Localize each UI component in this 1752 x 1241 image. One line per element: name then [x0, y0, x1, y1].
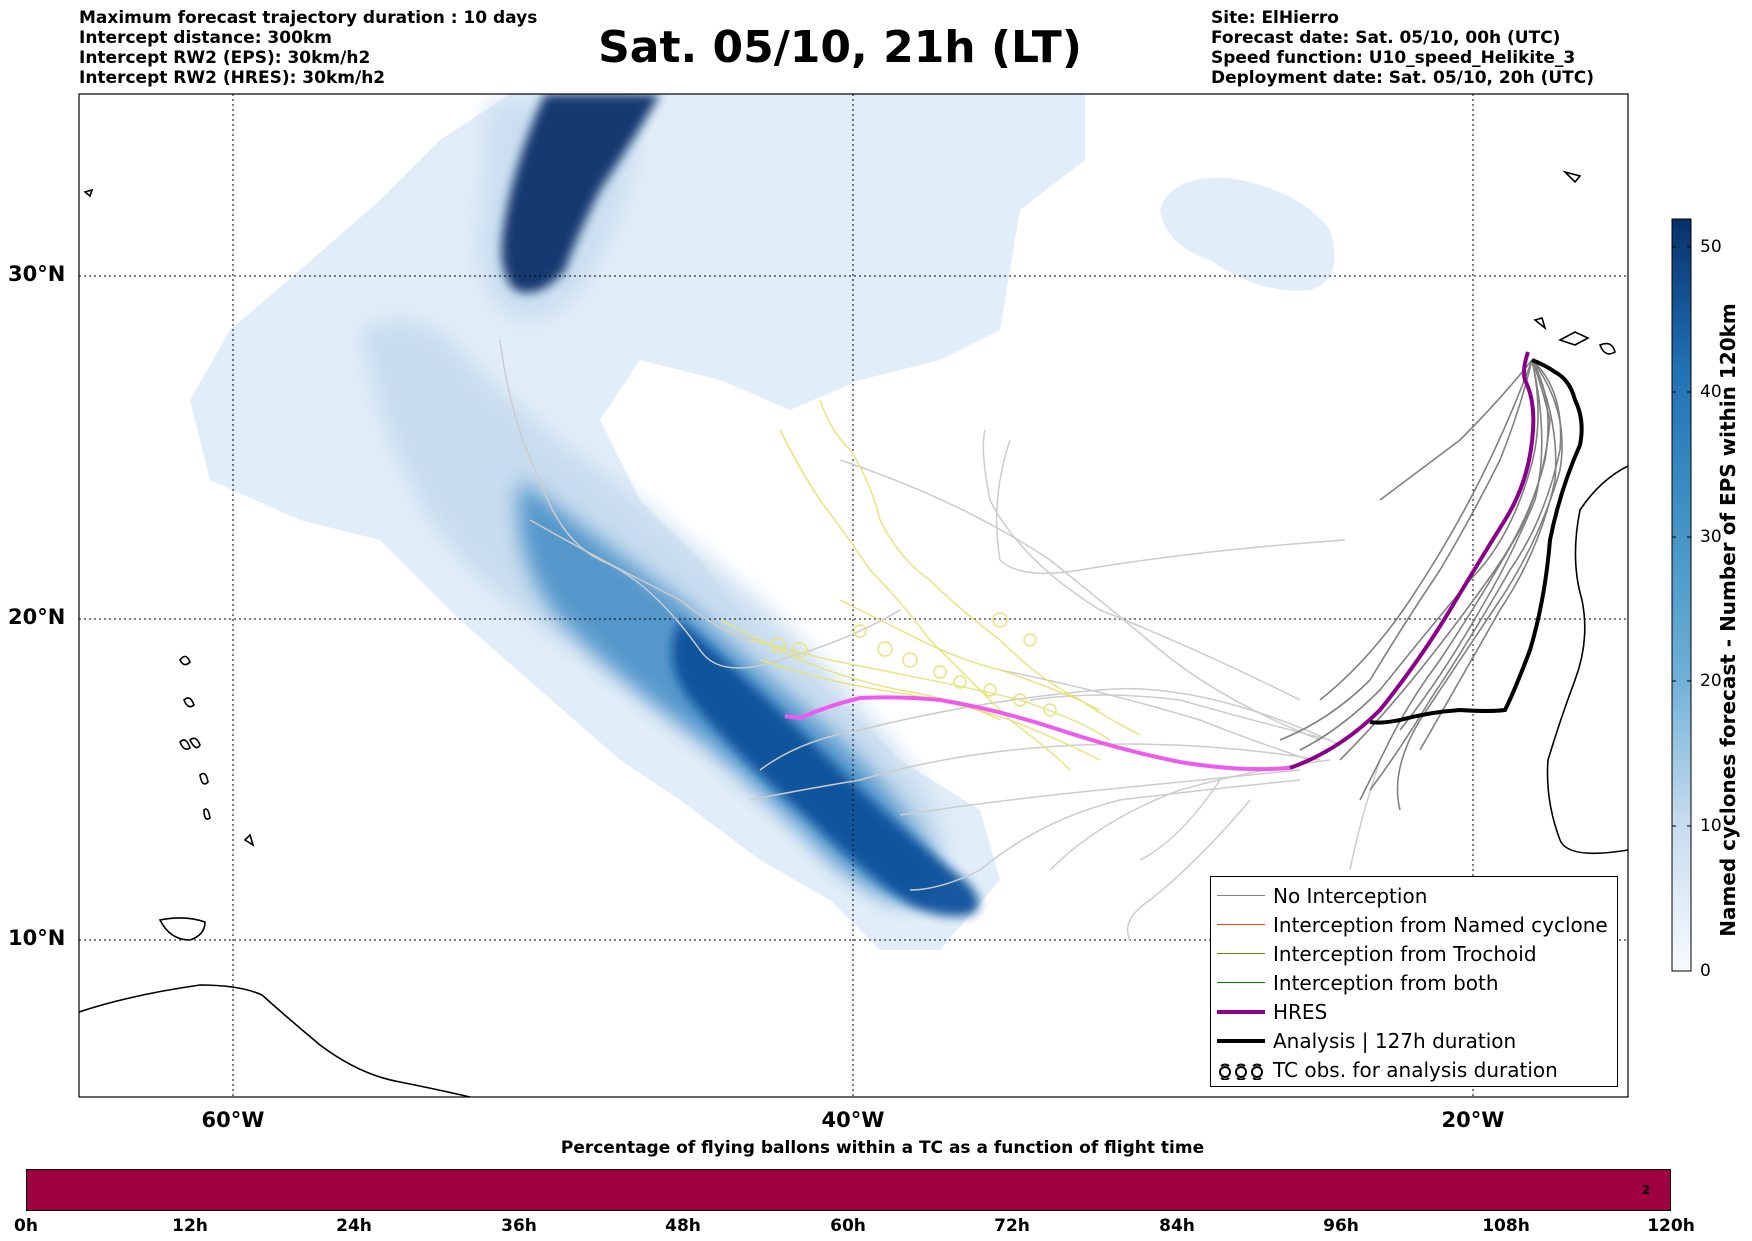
thin-orange-line-icon	[1217, 924, 1265, 925]
run-info-right: Site: ElHierro Forecast date: Sat. 05/10…	[1211, 8, 1594, 88]
legend-item-both: Interception from both	[1211, 969, 1617, 998]
legend-item-hres: HRES	[1211, 998, 1617, 1027]
legend-item-trochoid: Interception from Trochoid	[1211, 940, 1617, 969]
flight-time-label-108h: 108h	[1482, 1216, 1530, 1236]
thin-gray-line-icon	[1217, 895, 1265, 896]
flight-time-label-36h: 36h	[501, 1216, 537, 1236]
flight-time-label-84h: 84h	[1159, 1216, 1195, 1236]
map-frame	[78, 93, 1629, 1098]
flight-time-label-96h: 96h	[1323, 1216, 1359, 1236]
colorbar-gradient	[1671, 218, 1692, 972]
thin-green-line-icon	[1217, 982, 1265, 983]
colorbar-tick-20: 20	[1700, 671, 1722, 691]
colorbar-tick-30: 30	[1700, 527, 1722, 547]
density-core-north	[501, 94, 660, 293]
colorbar-tick-0: 0	[1700, 961, 1711, 981]
map-legend: No Interception Interception from Named …	[1210, 876, 1618, 1087]
coast-africa	[1546, 465, 1628, 855]
info-site: Site: ElHierro	[1211, 8, 1339, 28]
flight-bar-title: Percentage of flying ballons within a TC…	[560, 1138, 1205, 1158]
hres-trajectory	[784, 695, 1291, 772]
colorbar-tick-40: 40	[1700, 382, 1722, 402]
legend-item-named-cyclone: Interception from Named cyclone	[1211, 911, 1617, 940]
legend-label: No Interception	[1273, 884, 1428, 908]
run-info-left: Maximum forecast trajectory duration : 1…	[79, 8, 537, 88]
flight-time-label-12h: 12h	[172, 1216, 208, 1236]
density-core-dark	[672, 620, 979, 917]
lat-label-20n: 20°N	[8, 605, 66, 629]
density-light-blob-east	[1160, 177, 1335, 291]
legend-item-analysis: Analysis | 127h duration	[1211, 1027, 1617, 1056]
main-title: Sat. 05/10, 21h (LT)	[598, 22, 1082, 73]
info-intercept-hres: Intercept RW2 (HRES): 30km/h2	[79, 68, 386, 88]
flight-time-label-48h: 48h	[665, 1216, 701, 1236]
colorbar	[1671, 218, 1692, 972]
flight-time-label-60h: 60h	[830, 1216, 866, 1236]
thick-black-line-icon	[1217, 1039, 1265, 1043]
coast-canary-islands	[1533, 170, 1616, 355]
info-intercept-distance: Intercept distance: 300km	[79, 28, 332, 48]
colorbar-title: Named cyclones forecast - Number of EPS …	[1716, 303, 1740, 937]
flight-time-label-0h: 0h	[14, 1216, 38, 1236]
legend-item-tc-obs: TC obs. for analysis duration	[1211, 1056, 1617, 1085]
lon-label-20w: 20°W	[1441, 1108, 1505, 1132]
legend-label: HRES	[1273, 1000, 1328, 1024]
lon-label-60w: 60°W	[201, 1108, 265, 1132]
lat-label-10n: 10°N	[8, 926, 66, 950]
lon-label-40w: 40°W	[821, 1108, 885, 1132]
legend-label: Interception from Trochoid	[1273, 942, 1537, 966]
info-deployment-date: Deployment date: Sat. 05/10, 20h (UTC)	[1211, 68, 1595, 88]
trochoid-trajectories	[719, 399, 1141, 771]
legend-item-no-interception: No Interception	[1211, 882, 1617, 911]
flight-time-label-24h: 24h	[336, 1216, 372, 1236]
cyclone-symbols-icon	[1219, 1063, 1263, 1080]
coast-small-island	[83, 188, 94, 198]
thick-purple-line-icon	[1217, 1010, 1265, 1014]
legend-label: Interception from both	[1273, 971, 1499, 995]
colorbar-tick-50: 50	[1700, 237, 1722, 257]
legend-label: Interception from Named cyclone	[1273, 913, 1608, 937]
info-speed-function: Speed function: U10_speed_Helikite_3	[1211, 48, 1576, 68]
legend-label: Analysis | 127h duration	[1273, 1029, 1517, 1053]
coast-lesser-antilles	[179, 655, 255, 847]
ensemble-trajectories-dark	[1279, 359, 1563, 811]
analysis-trajectory	[1369, 358, 1584, 725]
thin-olive-line-icon	[1217, 953, 1265, 954]
coast-south-america	[79, 984, 471, 1097]
info-forecast-date: Forecast date: Sat. 05/10, 00h (UTC)	[1211, 28, 1561, 48]
flight-bar-end-label: 2	[1642, 1183, 1651, 1197]
flight-time-label-72h: 72h	[994, 1216, 1030, 1236]
flight-time-bar	[26, 1169, 1671, 1211]
legend-label: TC obs. for analysis duration	[1273, 1058, 1558, 1082]
flight-time-label-120h: 120h	[1647, 1216, 1695, 1236]
eps-density-shading	[190, 94, 1335, 950]
colorbar-tick-10: 10	[1700, 816, 1722, 836]
info-intercept-eps: Intercept RW2 (EPS): 30km/h2	[79, 48, 371, 68]
hres-trajectory-late	[1289, 351, 1536, 770]
coastlines	[79, 170, 1628, 1097]
lat-label-30n: 30°N	[8, 262, 66, 286]
coast-trinidad	[158, 917, 206, 941]
info-max-duration: Maximum forecast trajectory duration : 1…	[79, 8, 538, 28]
